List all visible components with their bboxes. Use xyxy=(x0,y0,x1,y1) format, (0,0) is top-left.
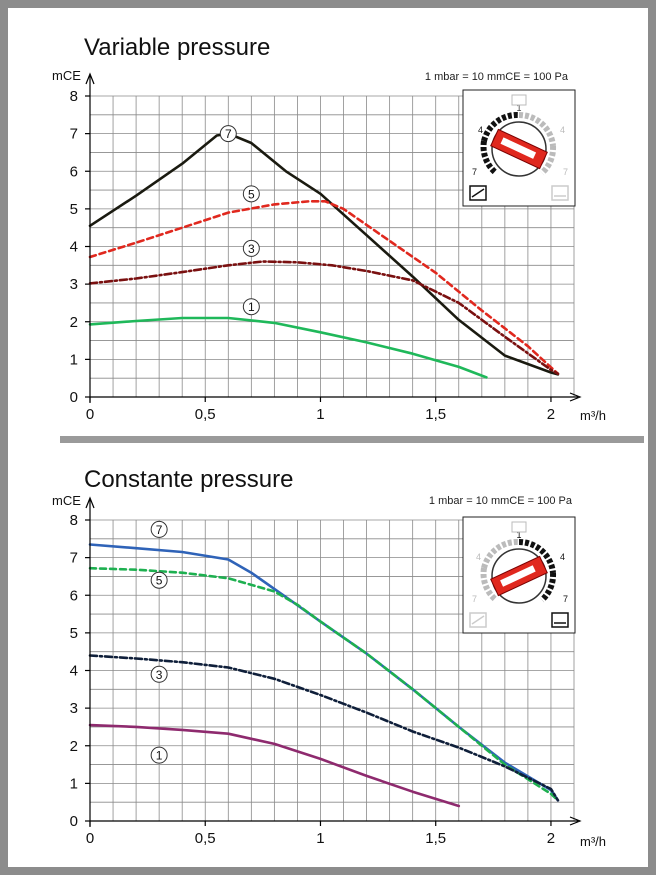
svg-text:4: 4 xyxy=(478,125,483,135)
svg-text:4: 4 xyxy=(476,552,481,562)
x-tick-label: 1,5 xyxy=(425,830,446,847)
x-axis-label: m³/h xyxy=(580,834,606,849)
y-tick-label: 2 xyxy=(70,738,78,755)
y-axis-arrow xyxy=(85,72,95,85)
series-label-1: 1 xyxy=(242,298,260,316)
unit-note: 1 mbar = 10 mmCE = 100 Pa xyxy=(429,495,573,507)
x-axis-arrow xyxy=(569,392,582,402)
y-tick-label: 0 xyxy=(70,389,78,406)
svg-text:1: 1 xyxy=(516,530,521,540)
y-tick-label: 1 xyxy=(70,775,78,792)
axis-ticks: 0 1 2 3 4 5 6 7 8 0 0,5 1 1,5 2 xyxy=(70,512,555,847)
series-label-5: 5 xyxy=(242,185,260,203)
y-tick-label: 5 xyxy=(70,625,78,642)
svg-text:7: 7 xyxy=(156,523,163,537)
svg-text:7: 7 xyxy=(225,127,232,141)
x-axis-arrow xyxy=(569,816,582,826)
series-label-3: 3 xyxy=(150,665,168,683)
y-axis-label: mCE xyxy=(52,68,81,83)
svg-text:3: 3 xyxy=(156,668,163,682)
svg-text:3: 3 xyxy=(248,242,255,256)
series-layer: 7 5 3 1 xyxy=(88,520,560,808)
variable-pressure-chart: Variable pressure mCE 1 mbar = 10 mmCE =… xyxy=(52,34,606,423)
axes xyxy=(85,72,582,403)
y-tick-label: 8 xyxy=(70,512,78,529)
y-tick-label: 0 xyxy=(70,813,78,830)
svg-text:4: 4 xyxy=(560,125,565,135)
y-tick-label: 4 xyxy=(70,239,78,256)
y-tick-label: 1 xyxy=(70,351,78,368)
mode-selector-dial: 1 4 7 4 7 xyxy=(462,89,576,207)
svg-text:7: 7 xyxy=(472,167,477,177)
svg-text:7: 7 xyxy=(472,594,477,604)
y-tick-label: 6 xyxy=(70,163,78,180)
x-tick-label: 1 xyxy=(316,406,324,423)
chart-title: Constante pressure xyxy=(84,466,293,493)
y-axis-arrow xyxy=(85,496,95,509)
series-layer: 7 5 3 1 xyxy=(88,125,560,379)
x-tick-label: 0 xyxy=(86,830,94,847)
series-line-3 xyxy=(88,654,560,802)
svg-text:1: 1 xyxy=(248,300,255,314)
series-label-3: 3 xyxy=(242,239,260,257)
svg-text:7: 7 xyxy=(563,167,568,177)
chart-title: Variable pressure xyxy=(84,34,270,61)
y-tick-label: 2 xyxy=(70,314,78,331)
mode-selector-dial: 1 4 7 4 7 xyxy=(462,516,576,634)
svg-text:1: 1 xyxy=(516,103,521,113)
series-label-5: 5 xyxy=(150,571,168,589)
axes xyxy=(85,496,582,827)
y-tick-label: 3 xyxy=(70,276,78,293)
y-tick-label: 7 xyxy=(70,550,78,567)
series-line-5 xyxy=(88,200,560,375)
y-tick-label: 3 xyxy=(70,700,78,717)
x-tick-label: 0,5 xyxy=(195,830,216,847)
dial-scale-icon: 1 4 7 4 7 xyxy=(469,521,569,628)
chart-divider xyxy=(60,436,644,443)
x-tick-label: 2 xyxy=(547,830,555,847)
series-line-3 xyxy=(88,260,560,375)
series-label-7: 7 xyxy=(150,520,168,538)
svg-text:1: 1 xyxy=(156,749,163,763)
y-tick-label: 7 xyxy=(70,126,78,143)
series-line-1 xyxy=(88,316,488,379)
axis-ticks: 0 1 2 3 4 5 6 7 8 0 0,5 1 1,5 2 xyxy=(70,88,555,423)
constante-pressure-chart: Constante pressure mCE 1 mbar = 10 mmCE … xyxy=(52,466,606,849)
x-tick-label: 1 xyxy=(316,830,324,847)
y-tick-label: 4 xyxy=(70,663,78,680)
x-tick-label: 1,5 xyxy=(425,406,446,423)
series-line-5 xyxy=(88,566,560,802)
series-label-7: 7 xyxy=(219,125,237,143)
y-tick-label: 8 xyxy=(70,88,78,105)
svg-text:4: 4 xyxy=(560,552,565,562)
x-tick-label: 0,5 xyxy=(195,406,216,423)
dial-scale-icon: 1 4 7 4 7 xyxy=(469,94,569,201)
y-axis-label: mCE xyxy=(52,493,81,508)
svg-text:7: 7 xyxy=(563,594,568,604)
svg-text:5: 5 xyxy=(248,187,255,201)
x-axis-label: m³/h xyxy=(580,408,606,423)
series-line-7 xyxy=(88,132,560,376)
svg-text:5: 5 xyxy=(156,574,163,588)
unit-note: 1 mbar = 10 mmCE = 100 Pa xyxy=(425,71,569,83)
series-label-1: 1 xyxy=(150,746,168,764)
x-tick-label: 2 xyxy=(547,406,555,423)
x-tick-label: 0 xyxy=(86,406,94,423)
y-tick-label: 5 xyxy=(70,201,78,218)
series-line-1 xyxy=(88,723,461,808)
y-tick-label: 6 xyxy=(70,587,78,604)
